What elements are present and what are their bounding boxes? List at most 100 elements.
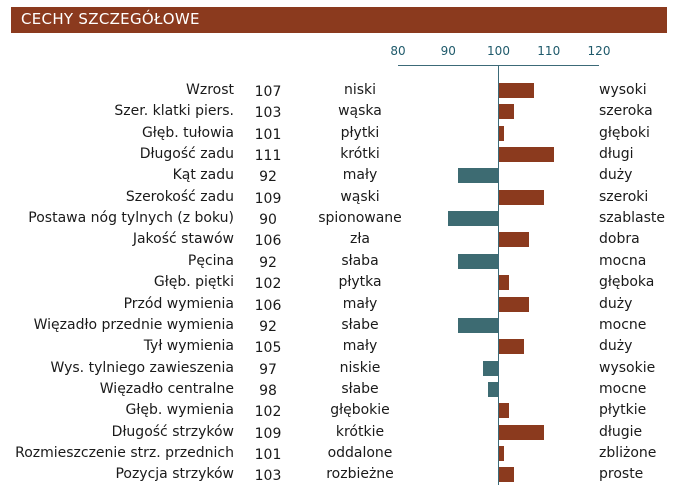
- trait-row: Pozycja strzyków 103 rozbieżne proste: [0, 466, 691, 487]
- trait-low-label: słabe: [341, 380, 379, 397]
- trait-name: Postawa nóg tylnych (z boku): [28, 210, 234, 227]
- section-title: CECHY SZCZEGÓŁOWE: [21, 10, 200, 28]
- trait-high-label: mocne: [599, 316, 647, 333]
- trait-high-label: mocne: [599, 380, 647, 397]
- trait-bar: [458, 253, 499, 269]
- trait-low-label: mały: [342, 295, 378, 312]
- trait-row: Wys. tylniego zawieszenia 97 niskie wysokie: [0, 360, 691, 381]
- trait-bar: [458, 168, 499, 184]
- trait-name: Kąt zadu: [172, 167, 234, 184]
- trait-name: Szerokość zadu: [125, 188, 234, 205]
- trait-value: 97: [259, 361, 277, 378]
- trait-value: 109: [254, 190, 282, 207]
- trait-name: Pęcina: [187, 252, 234, 269]
- trait-bar: [488, 381, 499, 397]
- trait-bar: [498, 147, 554, 163]
- trait-high-label: szeroka: [599, 103, 653, 120]
- trait-low-label: płytka: [338, 274, 382, 291]
- trait-value: 105: [254, 340, 282, 357]
- trait-row: Jakość stawów 106 zła dobra: [0, 231, 691, 252]
- trait-high-label: wysoki: [599, 82, 647, 98]
- trait-name: Przód wymienia: [123, 295, 234, 312]
- x-tick-label: 80: [390, 44, 406, 58]
- trait-row: Więzadło centralne 98 słabe mocne: [0, 381, 691, 402]
- baseline-line: [498, 65, 499, 485]
- trait-bar: [458, 317, 499, 333]
- trait-value: 98: [259, 382, 277, 399]
- trait-high-label: duży: [599, 295, 633, 312]
- trait-row: Głęb. piętki 102 płytka głęboka: [0, 274, 691, 295]
- trait-high-label: długi: [599, 146, 634, 163]
- trait-value: 111: [254, 148, 282, 165]
- trait-row: Postawa nóg tylnych (z boku) 90 spionowane…: [0, 210, 691, 231]
- trait-name: Tył wymienia: [143, 338, 234, 355]
- trait-low-label: niski: [343, 82, 377, 98]
- trait-name: Długość zadu: [139, 146, 234, 163]
- trait-row: Więzadło przednie wymienia 92 słabe mocne: [0, 317, 691, 338]
- trait-low-label: oddalone: [327, 444, 393, 461]
- trait-value: 106: [254, 297, 282, 314]
- trait-bar: [498, 339, 524, 355]
- trait-name: Jakość stawów: [132, 231, 234, 248]
- trait-name: Głęb. piętki: [153, 274, 234, 291]
- trait-value: 92: [259, 169, 277, 186]
- trait-bar: [448, 211, 499, 227]
- trait-name: Głęb. wymienia: [125, 402, 234, 419]
- trait-value: 102: [254, 276, 282, 293]
- trait-high-label: głęboka: [599, 274, 655, 291]
- x-tick-label: 120: [587, 44, 611, 58]
- trait-low-label: słaba: [341, 252, 379, 269]
- trait-low-label: spionowane: [318, 210, 402, 227]
- trait-bar: [498, 232, 529, 248]
- trait-high-label: długie: [599, 423, 643, 440]
- x-tick-label: 90: [440, 44, 456, 58]
- trait-high-label: proste: [599, 466, 644, 483]
- trait-row: Pęcina 92 słaba mocna: [0, 253, 691, 274]
- trait-value: 103: [254, 105, 282, 122]
- trait-row: Tył wymienia 105 mały duży: [0, 338, 691, 359]
- trait-value: 109: [254, 425, 282, 442]
- trait-bar: [498, 403, 509, 419]
- trait-high-label: wysokie: [599, 359, 656, 376]
- trait-row: Szer. klatki piers. 103 wąska szeroka: [0, 103, 691, 124]
- trait-value: 103: [254, 468, 282, 485]
- trait-low-label: wąski: [340, 188, 380, 205]
- trait-bar: [498, 467, 514, 483]
- trait-row: Przód wymienia 106 mały duży: [0, 296, 691, 317]
- trait-high-label: głęboki: [599, 124, 650, 141]
- trait-bar: [498, 275, 509, 291]
- trait-name: Głęb. tułowia: [141, 124, 234, 141]
- trait-high-label: szablaste: [599, 210, 665, 227]
- trait-low-label: rozbieżne: [326, 466, 394, 483]
- trait-bar: [483, 360, 499, 376]
- trait-low-label: krótkie: [335, 423, 385, 440]
- trait-high-label: zbliżone: [599, 444, 657, 461]
- trait-name: Pozycja strzyków: [115, 466, 234, 483]
- trait-bar: [498, 83, 534, 98]
- trait-row: Szerokość zadu 109 wąski szeroki: [0, 189, 691, 210]
- trait-name: Wzrost: [186, 82, 234, 98]
- trait-row: Długość zadu 111 krótki długi: [0, 146, 691, 167]
- trait-high-label: szeroki: [599, 188, 649, 205]
- trait-name: Rozmieszczenie strz. przednich: [15, 444, 234, 461]
- trait-low-label: mały: [342, 338, 378, 355]
- x-tick-label: 100: [487, 44, 510, 58]
- trait-low-label: wąska: [338, 103, 382, 120]
- trait-low-label: głębokie: [330, 402, 390, 419]
- trait-row: Głęb. tułowia 101 płytki głęboki: [0, 125, 691, 146]
- trait-low-label: niskie: [339, 359, 381, 376]
- trait-high-label: duży: [599, 338, 633, 355]
- trait-value: 106: [254, 233, 282, 250]
- trait-row: Wzrost 107 niski wysoki: [0, 82, 691, 103]
- trait-row: Kąt zadu 92 mały duży: [0, 167, 691, 188]
- trait-value: 101: [254, 126, 282, 143]
- trait-bar: [498, 104, 514, 120]
- trait-bar: [498, 445, 504, 461]
- trait-name: Wys. tylniego zawieszenia: [50, 359, 235, 376]
- trait-high-label: dobra: [599, 231, 640, 248]
- trait-name: Więzadło przednie wymienia: [33, 316, 234, 333]
- trait-low-label: słabe: [341, 316, 379, 333]
- trait-row: Długość strzyków 109 krótkie długie: [0, 424, 691, 445]
- trait-high-label: płytkie: [599, 402, 647, 419]
- section-header: CECHY SZCZEGÓŁOWE: [11, 7, 667, 33]
